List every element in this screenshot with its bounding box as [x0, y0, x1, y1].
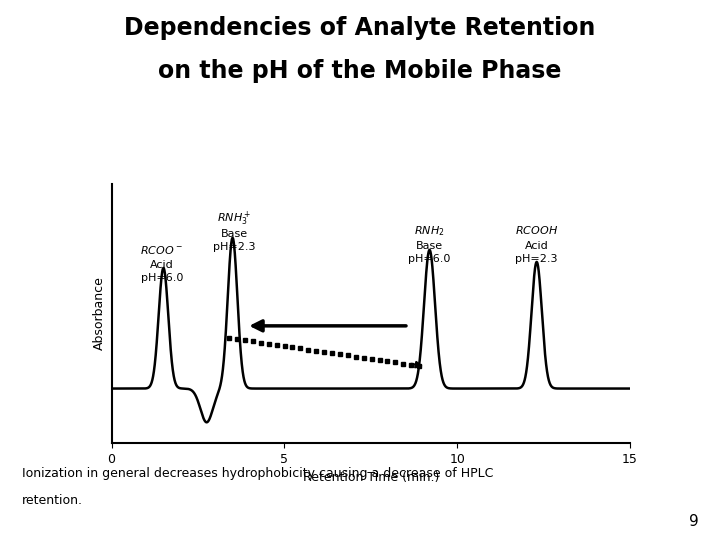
Y-axis label: Absorbance: Absorbance — [93, 276, 106, 350]
Text: $RNH_3^+$: $RNH_3^+$ — [217, 210, 251, 228]
Text: Acid: Acid — [150, 260, 174, 270]
Text: retention.: retention. — [22, 494, 83, 507]
Text: Dependencies of Analyte Retention: Dependencies of Analyte Retention — [125, 16, 595, 40]
Text: Acid: Acid — [525, 241, 549, 251]
Text: Ionization in general decreases hydrophobicity causing a decrease of HPLC: Ionization in general decreases hydropho… — [22, 467, 493, 480]
Text: pH=6.0: pH=6.0 — [408, 254, 451, 264]
Text: on the pH of the Mobile Phase: on the pH of the Mobile Phase — [158, 59, 562, 83]
X-axis label: Retention Time (min.): Retention Time (min.) — [302, 471, 439, 484]
Text: Base: Base — [416, 241, 443, 251]
Text: pH=2.3: pH=2.3 — [213, 242, 256, 252]
Text: pH=6.0: pH=6.0 — [140, 273, 183, 284]
Text: $RCOO^-$: $RCOO^-$ — [140, 244, 183, 255]
Text: pH=2.3: pH=2.3 — [516, 254, 558, 264]
Text: $RCOOH$: $RCOOH$ — [515, 224, 558, 236]
Text: $RNH_2$: $RNH_2$ — [414, 224, 445, 238]
Text: 9: 9 — [688, 514, 698, 529]
Text: Base: Base — [221, 228, 248, 239]
